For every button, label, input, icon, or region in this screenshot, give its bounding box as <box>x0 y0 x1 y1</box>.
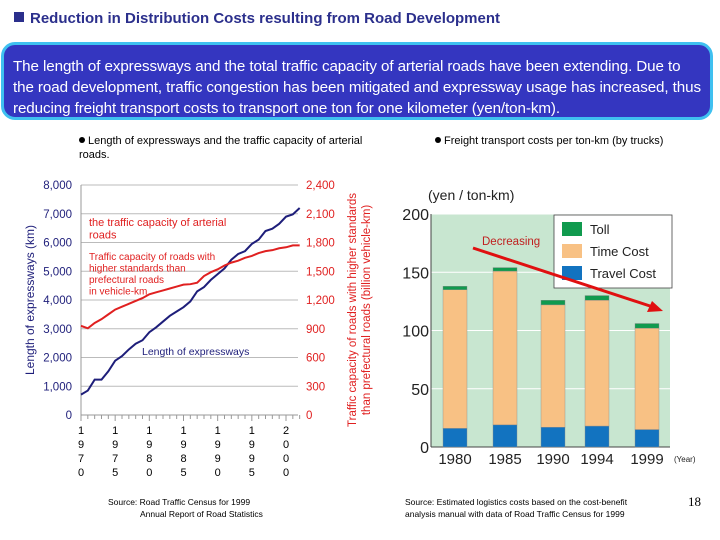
bar-y-tick-label: 0 <box>420 440 429 457</box>
right-y-tick-label: 600 <box>306 353 325 365</box>
expressway-length-line <box>80 207 301 396</box>
right-source-line: Source: Estimated logistics costs based … <box>405 497 628 507</box>
page-title: Reduction in Distribution Costs resultin… <box>14 10 500 27</box>
left-y-tick-label: 2,000 <box>43 353 72 365</box>
legend-label: Toll <box>590 222 610 237</box>
left-y-tick-label: 6,000 <box>43 238 72 250</box>
bar-travel-cost-1999 <box>634 429 660 448</box>
bar-x-tick-label: 1990 <box>536 451 569 468</box>
bar-x-tick-label: 1985 <box>488 451 521 468</box>
bullet-square-icon <box>14 12 24 22</box>
bar-y-axis-label: (yen / ton-km) <box>428 187 514 203</box>
bar-toll-1990 <box>540 300 566 306</box>
bar-x-tick-label: 1994 <box>580 451 613 468</box>
decreasing-annotation: Decreasing <box>482 236 540 248</box>
bar-y-tick-label: 150 <box>402 265 429 282</box>
right-source-line: analysis manual with data of Road Traffi… <box>405 509 625 519</box>
legend-label: Travel Cost <box>590 266 656 281</box>
right-y-tick-label: 1,800 <box>306 238 335 250</box>
bullet-dot-icon <box>79 137 85 143</box>
left-y-tick-label: 5,000 <box>43 266 72 278</box>
summary-box: The length of expressways and the total … <box>1 42 713 120</box>
bar-x-tick-label: 1999 <box>630 451 663 468</box>
right-chart-caption: Freight transport costs per ton-km (by t… <box>435 134 715 148</box>
left-chart-caption-text: Length of expressways and the traffic ca… <box>79 135 363 161</box>
bar-toll-1994 <box>584 295 610 301</box>
decreasing-arrow-head-icon <box>647 301 663 312</box>
right-chart-caption-text: Freight transport costs per ton-km (by t… <box>444 135 664 147</box>
right-source: Source: Estimated logistics costs based … <box>405 496 627 520</box>
bar-toll-1985 <box>492 267 518 272</box>
left-y-tick-label: 0 <box>66 410 72 422</box>
left-source-line: Annual Report of Road Statistics <box>140 509 263 519</box>
left-chart-caption: Length of expressways and the traffic ca… <box>79 134 379 162</box>
arterial-capacity-annotation: the traffic capacity of arterial roads <box>89 217 226 242</box>
legend-swatch-travel-cost <box>562 266 582 280</box>
bar-travel-cost-1980 <box>442 428 468 448</box>
bar-time-cost-1994 <box>584 300 610 427</box>
right-y-tick-label: 2,100 <box>306 209 335 221</box>
right-y-tick-label: 1,200 <box>306 295 335 307</box>
right-y-tick-label: 900 <box>306 324 325 336</box>
bar-time-cost-1999 <box>634 327 660 430</box>
bar-time-cost-1980 <box>442 289 468 429</box>
left-y-tick-label: 4,000 <box>43 295 72 307</box>
bar-toll-1980 <box>442 286 468 290</box>
legend-label: Time Cost <box>590 244 649 259</box>
left-y-tick-label: 1,000 <box>43 381 72 393</box>
higher-standard-roads-annotation: Traffic capacity of roads with higher sta… <box>89 252 215 298</box>
bar-y-tick-label: 200 <box>402 207 429 224</box>
bar-y-tick-label: 50 <box>411 382 429 399</box>
right-y-tick-label: 2,400 <box>306 180 335 192</box>
bar-time-cost-1990 <box>540 304 566 428</box>
right-y-axis-label: Traffic capacity of roads with higher st… <box>347 193 373 427</box>
left-y-tick-label: 7,000 <box>43 209 72 221</box>
arterial-capacity-line <box>80 244 300 330</box>
left-source: Source: Road Traffic Census for 1999 Annu… <box>108 496 263 520</box>
page-title-text: Reduction in Distribution Costs resultin… <box>30 10 501 27</box>
right-y-tick-label: 1,500 <box>306 266 335 278</box>
bar-x-axis-label: (Year) <box>674 455 696 464</box>
bar-toll-1999 <box>634 323 660 329</box>
left-source-line: Source: Road Traffic Census for 1999 <box>108 497 251 507</box>
bar-travel-cost-1985 <box>492 424 518 448</box>
decreasing-arrow <box>472 246 654 309</box>
left-y-tick-label: 3,000 <box>43 324 72 336</box>
bar-y-tick-label: 100 <box>402 324 429 341</box>
left-y-axis-label: Length of expressways (km) <box>23 225 37 375</box>
right-y-tick-label: 300 <box>306 381 325 393</box>
bar-x-tick-label: 1980 <box>438 451 471 468</box>
bar-travel-cost-1990 <box>540 426 566 448</box>
page-number: 18 <box>688 494 701 509</box>
right-y-tick-label: 0 <box>306 410 312 422</box>
legend-swatch-toll <box>562 222 582 236</box>
bar-time-cost-1985 <box>492 270 518 426</box>
bullet-dot-icon <box>435 137 441 143</box>
left-y-tick-label: 8,000 <box>43 180 72 192</box>
bar-travel-cost-1994 <box>584 425 610 448</box>
legend-swatch-time-cost <box>562 244 582 258</box>
expressway-annotation: Length of expressways <box>142 346 249 358</box>
